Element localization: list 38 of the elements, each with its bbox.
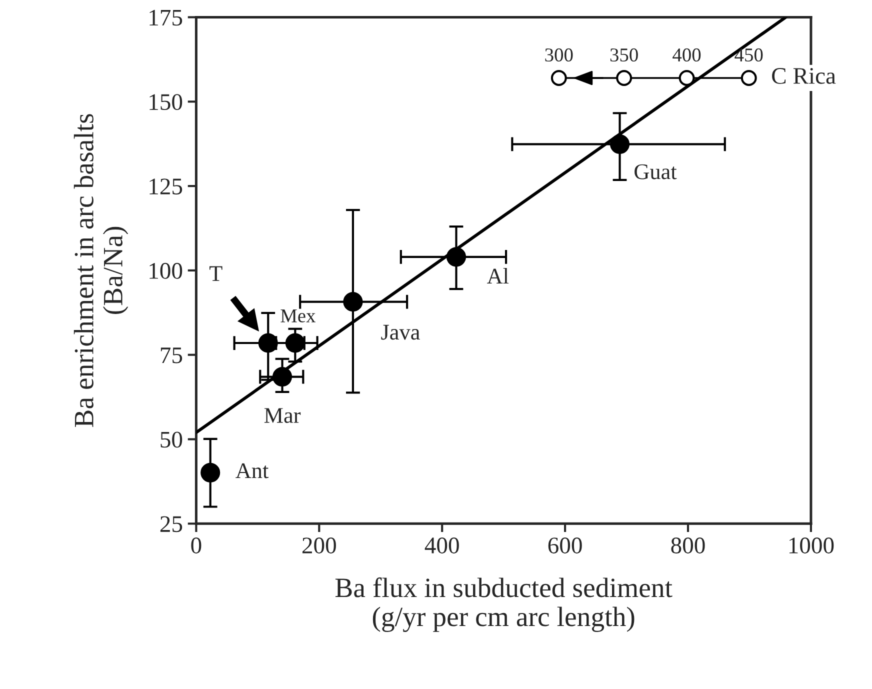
y-axis-title: Ba enrichment in arc basalts (Ba/Na)	[74, 114, 128, 427]
annotation: Java	[381, 324, 420, 340]
y-tick-label: 150	[150, 94, 182, 110]
x-tick-label: 1000	[789, 538, 834, 554]
point	[200, 462, 220, 482]
point	[446, 247, 466, 267]
x-tick-label: 600	[548, 538, 582, 554]
point	[678, 70, 695, 86]
y-tick-label: 50	[160, 432, 182, 448]
annotation: Mar	[264, 408, 301, 423]
x-tick-label: 800	[671, 538, 705, 554]
annotation: Guat	[634, 164, 677, 180]
point	[272, 367, 292, 387]
x-tick-label: 0	[191, 538, 202, 554]
x-tick-label: 400	[424, 538, 459, 554]
y-tick-label: 125	[150, 178, 182, 194]
annotation: 450	[734, 48, 763, 62]
point	[343, 292, 363, 312]
annotation: 350	[610, 48, 638, 62]
series-label: C Rica	[772, 68, 836, 84]
point	[550, 70, 567, 86]
annotation: Ant	[236, 463, 269, 478]
annotation: 400	[672, 48, 701, 62]
y-tick-label: 75	[160, 348, 182, 364]
annotation: Al	[487, 268, 509, 284]
annotation: 300	[545, 48, 573, 62]
x-tick-label: 200	[302, 538, 336, 554]
point	[610, 134, 630, 154]
point	[740, 70, 757, 86]
point	[258, 333, 278, 353]
y-tick-label: 175	[150, 10, 182, 26]
y-tick-label: 100	[150, 262, 182, 279]
y-tick-label: 25	[160, 516, 182, 532]
point	[285, 333, 305, 353]
point	[616, 70, 632, 86]
annotation: Mex	[280, 309, 316, 322]
annotation: T	[209, 266, 222, 281]
x-axis-title: Ba flux in subducted sediment (g/yr per cm arc length)	[335, 577, 672, 632]
